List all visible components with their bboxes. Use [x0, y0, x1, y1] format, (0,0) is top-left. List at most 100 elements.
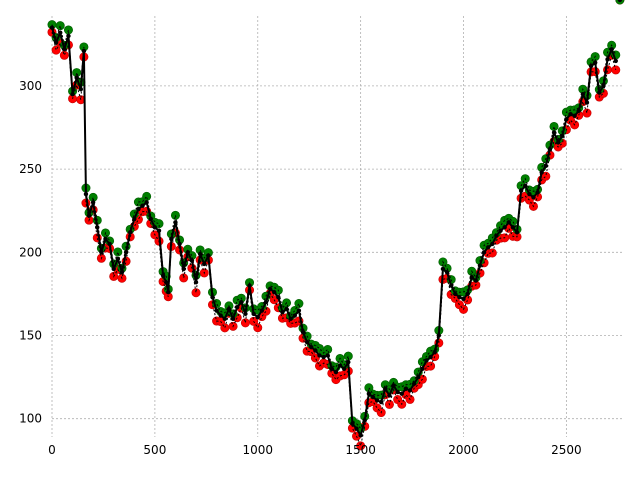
- y-gridlines: [52, 85, 624, 420]
- data-point: [313, 348, 318, 353]
- data-point: [535, 190, 540, 195]
- high-point: [55, 21, 65, 31]
- data-point: [234, 305, 240, 310]
- data-point: [140, 203, 145, 208]
- data-point: [568, 111, 573, 117]
- price-series: [47, 0, 625, 451]
- data-point: [448, 283, 454, 288]
- data-point: [403, 386, 409, 391]
- data-point: [407, 388, 413, 393]
- data-point: [62, 47, 67, 52]
- low-point: [582, 108, 592, 118]
- y-axis-ticks: 100 150 200 250 300: [19, 79, 42, 426]
- x-tick-label: 500: [143, 443, 166, 457]
- high-point: [549, 121, 559, 131]
- low-point: [487, 248, 497, 258]
- data-point: [601, 83, 606, 89]
- data-point: [78, 87, 84, 92]
- high-point: [323, 344, 333, 354]
- data-point: [156, 228, 162, 233]
- data-point: [523, 183, 528, 188]
- low-point: [356, 441, 366, 451]
- data-point: [592, 60, 598, 65]
- data-point: [163, 280, 169, 285]
- data-point: [317, 353, 322, 358]
- high-point: [113, 247, 123, 257]
- low-point: [253, 323, 263, 333]
- data-point: [197, 251, 203, 257]
- low-line: [51, 32, 617, 448]
- data-point: [148, 216, 153, 222]
- data-point: [379, 399, 384, 405]
- data-point: [617, 0, 623, 3]
- data-point: [580, 92, 586, 97]
- data-point: [66, 33, 71, 39]
- data-point: [337, 363, 343, 368]
- data-point: [276, 295, 281, 300]
- data-point: [597, 90, 602, 95]
- data-point: [288, 316, 293, 322]
- data-point: [226, 306, 232, 312]
- data-point: [453, 291, 458, 297]
- data-point: [477, 263, 483, 268]
- data-point: [247, 283, 252, 288]
- data-point: [527, 191, 532, 197]
- data-point: [230, 316, 236, 322]
- data-point: [309, 344, 314, 350]
- data-point: [354, 426, 359, 431]
- data-point: [341, 366, 347, 371]
- data-point: [152, 225, 158, 230]
- y-tick-label: 300: [19, 79, 42, 93]
- data-point: [119, 270, 125, 275]
- data-point: [325, 353, 330, 358]
- data-point: [411, 381, 417, 386]
- low-point: [426, 361, 436, 371]
- y-tick-label: 250: [19, 162, 42, 176]
- data-point: [296, 308, 302, 313]
- data-point: [436, 333, 442, 338]
- data-point: [251, 311, 256, 317]
- low-point: [179, 273, 189, 283]
- data-point: [465, 291, 470, 297]
- data-point: [346, 359, 351, 365]
- data-point: [531, 195, 536, 200]
- data-point: [292, 313, 297, 318]
- data-point: [395, 389, 400, 395]
- y-tick-label: 100: [19, 412, 42, 426]
- data-point: [166, 290, 171, 295]
- x-tick-label: 2000: [448, 443, 479, 457]
- data-point: [490, 241, 495, 247]
- data-point: [444, 270, 450, 275]
- data-point: [576, 108, 581, 114]
- data-point: [99, 250, 104, 255]
- low-point: [240, 318, 250, 328]
- data-point: [193, 280, 199, 285]
- data-point: [416, 374, 421, 380]
- data-point: [391, 383, 396, 388]
- data-point: [259, 308, 265, 313]
- data-point: [206, 253, 211, 258]
- data-point: [370, 394, 376, 400]
- data-point: [83, 191, 89, 197]
- data-point: [304, 339, 310, 345]
- data-point: [173, 220, 178, 225]
- data-point: [284, 306, 289, 312]
- data-point: [383, 386, 388, 391]
- data-point: [189, 258, 195, 263]
- low-point: [51, 45, 61, 55]
- x-axis-ticks: 0 500 1000 1500 2000 2500: [48, 443, 581, 457]
- x-tick-label: 1000: [242, 443, 273, 457]
- data-point: [362, 418, 367, 423]
- data-point: [329, 366, 335, 371]
- data-point: [551, 130, 557, 135]
- data-point: [572, 113, 577, 119]
- data-point: [539, 170, 544, 175]
- data-point: [469, 275, 474, 280]
- data-point: [123, 250, 129, 255]
- data-point: [498, 228, 503, 233]
- data-point: [127, 230, 133, 235]
- data-point: [263, 300, 269, 305]
- data-point: [177, 241, 182, 247]
- data-point: [510, 225, 516, 230]
- data-point: [90, 200, 96, 205]
